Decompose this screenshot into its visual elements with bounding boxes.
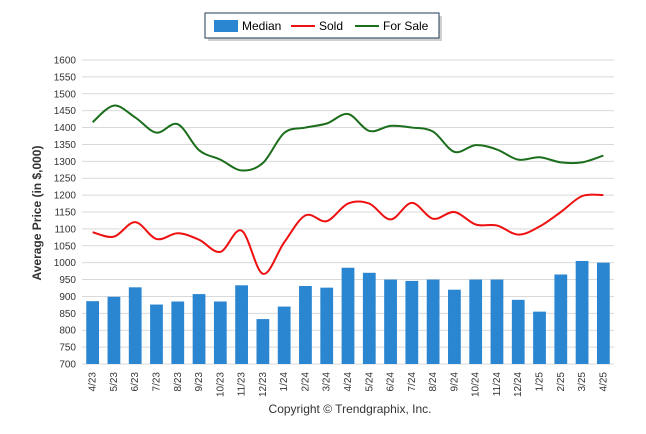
gridlines xyxy=(82,59,614,365)
x-tick-label: 1/25 xyxy=(535,372,546,392)
x-tick-label: 2/24 xyxy=(300,372,311,392)
copyright-text: Copyright © Trendgraphix, Inc. xyxy=(269,402,432,416)
y-tick-label: 1500 xyxy=(54,89,77,100)
x-tick-label: 12/24 xyxy=(513,372,524,397)
x-tick-label: 2/25 xyxy=(556,372,567,392)
median-bar xyxy=(554,274,568,364)
median-bar xyxy=(256,319,270,364)
y-tick-label: 1200 xyxy=(54,191,77,202)
median-bar xyxy=(448,289,461,364)
x-tick-label: 1/24 xyxy=(279,372,290,392)
y-tick-label: 950 xyxy=(59,275,76,286)
median-bar xyxy=(341,267,355,364)
x-tick-label: 4/23 xyxy=(88,372,99,392)
y-tick-label: 1350 xyxy=(54,140,77,151)
x-tick-label: 11/23 xyxy=(237,372,248,397)
x-tick-label: 10/23 xyxy=(215,372,226,397)
y-tick-label: 700 xyxy=(59,360,76,371)
median-bar xyxy=(405,280,419,364)
y-tick-label: 1050 xyxy=(54,241,77,252)
median-bar xyxy=(171,301,185,364)
legend-sold-label: Sold xyxy=(319,19,343,33)
median-bar xyxy=(533,311,546,364)
x-tick-label: 4/25 xyxy=(598,372,609,392)
median-bar xyxy=(469,279,483,364)
median-bar xyxy=(490,279,504,364)
x-tick-label: 6/24 xyxy=(386,372,397,392)
median-bar xyxy=(511,299,525,364)
x-tick-label: 9/23 xyxy=(194,372,205,392)
x-tick-label: 5/23 xyxy=(109,372,120,392)
x-tick-label: 6/23 xyxy=(130,372,141,392)
x-tick-label: 7/23 xyxy=(151,372,162,392)
y-axis-label: Average Price (in $,000) xyxy=(30,146,44,281)
y-tick-label: 850 xyxy=(59,309,76,320)
median-bar xyxy=(596,262,610,364)
y-tick-label: 1400 xyxy=(54,123,77,134)
y-tick-label: 1300 xyxy=(54,157,77,168)
y-tick-label: 1100 xyxy=(54,224,76,235)
y-tick-label: 800 xyxy=(59,326,76,337)
median-bar xyxy=(384,279,397,364)
median-bar xyxy=(277,306,291,364)
x-tick-label: 4/24 xyxy=(343,372,354,392)
y-tick-label: 900 xyxy=(59,292,76,303)
x-tick-label: 8/24 xyxy=(428,372,439,392)
legend-median-swatch xyxy=(214,20,238,32)
y-tick-label: 1150 xyxy=(54,208,76,219)
x-axis-ticks: 4/23 5/23 6/23 7/23 8/23 9/23 10/23 11/23 12/23 1… xyxy=(88,372,610,397)
x-tick-label: 11/24 xyxy=(492,372,503,397)
y-tick-label: 1550 xyxy=(54,72,77,83)
legend-median-label: Median xyxy=(242,19,281,33)
median-bar xyxy=(107,296,121,364)
median-bar xyxy=(213,301,227,364)
median-bar xyxy=(575,260,589,364)
median-bar xyxy=(192,294,206,364)
median-bar xyxy=(86,301,100,364)
median-bar xyxy=(299,285,312,364)
x-tick-label: 3/25 xyxy=(577,372,588,392)
y-tick-label: 1450 xyxy=(54,106,77,117)
y-tick-label: 1250 xyxy=(54,174,77,185)
x-tick-label: 7/24 xyxy=(407,372,418,392)
y-tick-label: 1000 xyxy=(54,258,77,269)
y-tick-label: 750 xyxy=(59,343,76,354)
price-lines xyxy=(91,104,604,275)
x-tick-label: 10/24 xyxy=(471,372,482,397)
y-axis-ticks: 700 750 800 850 900 950 1000 1050 1100 1150 1200 12… xyxy=(54,56,77,371)
median-bar xyxy=(320,287,334,364)
legend: Median Sold For Sale xyxy=(204,12,442,41)
for-sale-line xyxy=(91,104,604,172)
legend-for-sale-label: For Sale xyxy=(383,19,429,33)
x-tick-label: 3/24 xyxy=(322,372,333,392)
y-tick-label: 1600 xyxy=(54,56,77,67)
median-bars xyxy=(86,260,610,364)
x-tick-label: 12/23 xyxy=(258,372,269,397)
x-tick-label: 9/24 xyxy=(449,372,460,392)
median-bar xyxy=(426,279,440,364)
median-bar xyxy=(362,272,376,364)
median-bar xyxy=(235,285,248,364)
median-bar xyxy=(150,304,163,364)
x-tick-label: 5/24 xyxy=(364,372,375,392)
x-tick-label: 8/23 xyxy=(173,372,184,392)
median-bar xyxy=(128,287,142,364)
sold-line xyxy=(92,193,604,275)
